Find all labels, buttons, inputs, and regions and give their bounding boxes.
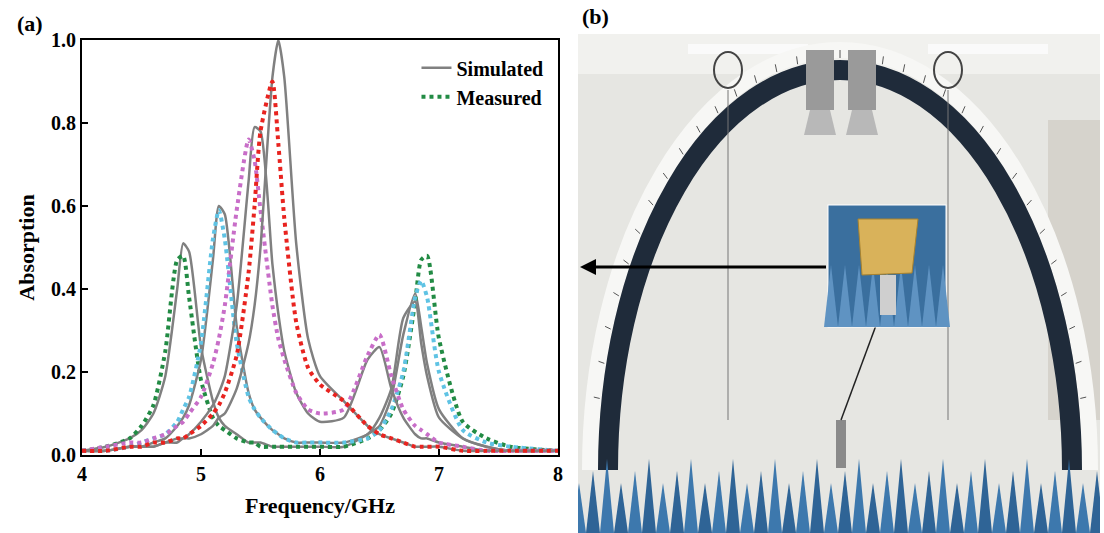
- svg-text:6: 6: [315, 463, 325, 485]
- svg-text:Absorption: Absorption: [14, 194, 39, 300]
- svg-text:(b): (b): [582, 4, 609, 29]
- svg-text:Simulated: Simulated: [456, 58, 543, 80]
- svg-text:Measured: Measured: [456, 87, 541, 109]
- svg-text:0.4: 0.4: [51, 278, 76, 300]
- svg-text:8: 8: [553, 463, 563, 485]
- svg-text:0.2: 0.2: [51, 361, 76, 383]
- svg-text:(a): (a): [17, 11, 43, 36]
- svg-text:5: 5: [196, 463, 206, 485]
- svg-text:1.0: 1.0: [51, 29, 76, 51]
- svg-text:0.8: 0.8: [51, 112, 76, 134]
- svg-text:7: 7: [434, 463, 444, 485]
- svg-text:0.0: 0.0: [51, 444, 76, 466]
- svg-text:4: 4: [77, 463, 87, 485]
- svg-text:0.6: 0.6: [51, 195, 76, 217]
- svg-text:Frequency/GHz: Frequency/GHz: [245, 493, 395, 518]
